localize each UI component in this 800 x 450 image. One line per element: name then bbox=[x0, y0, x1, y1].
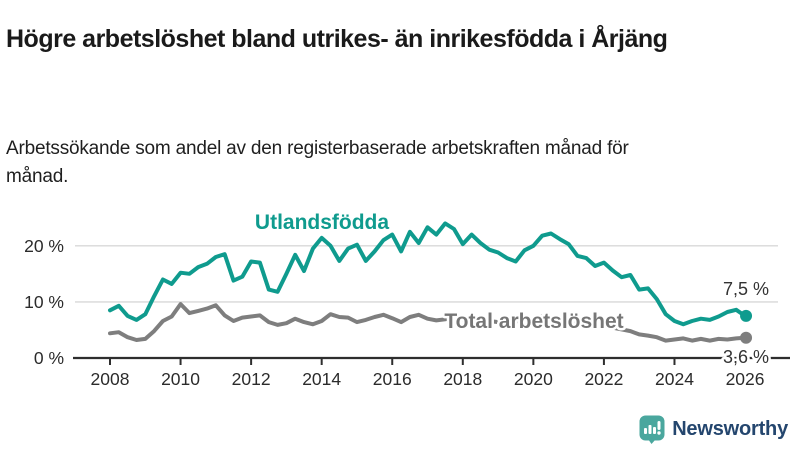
utlandsfodda-end-dot bbox=[740, 309, 753, 322]
chart-subtitle: Arbetssökande som andel av den registerb… bbox=[6, 138, 629, 187]
x-tick-label: 2014 bbox=[302, 369, 341, 389]
y-tick-label: 10 % bbox=[24, 292, 64, 312]
utlandsfodda-line bbox=[108, 221, 747, 327]
x-tick-label: 2020 bbox=[514, 369, 553, 389]
x-tick-label: 2008 bbox=[91, 369, 130, 389]
x-tick-label: 2012 bbox=[232, 369, 271, 389]
newsworthy-logo-icon bbox=[639, 415, 665, 444]
page-title: Högre arbetslöshet bland utrikes- än inr… bbox=[6, 24, 668, 53]
total-arbetsloshet-series-label: Total arbetslöshet bbox=[444, 310, 623, 333]
brand-name: Newsworthy bbox=[672, 418, 788, 440]
x-tick-label: 2016 bbox=[373, 369, 412, 389]
utlandsfodda-series-label: Utlandsfödda bbox=[255, 211, 389, 234]
x-tick-label: 2022 bbox=[584, 369, 623, 389]
y-tick-label: 0 % bbox=[34, 348, 64, 368]
y-tick-label: 20 % bbox=[24, 236, 64, 256]
x-tick-label: 2010 bbox=[161, 369, 200, 389]
total-end-dot bbox=[740, 331, 753, 344]
line-chart: 2008 2010 2012 2014 2016 2018 2020 2022 2024 2026… bbox=[0, 195, 800, 405]
x-tick-label: 2024 bbox=[655, 369, 694, 389]
utlandsfodda-end-value-label: 7,5 % bbox=[723, 279, 769, 299]
line-chart-svg: 2008 2010 2012 2014 2016 2018 2020 2022 2024 2026… bbox=[24, 209, 790, 389]
x-tick-label: 2018 bbox=[443, 369, 482, 389]
total-end-value-label: 3,6 % bbox=[723, 347, 769, 367]
total-arbetsloshet-line bbox=[108, 302, 747, 343]
x-tick-label: 2026 bbox=[726, 369, 765, 389]
brand-footer: Newsworthy bbox=[639, 415, 788, 444]
